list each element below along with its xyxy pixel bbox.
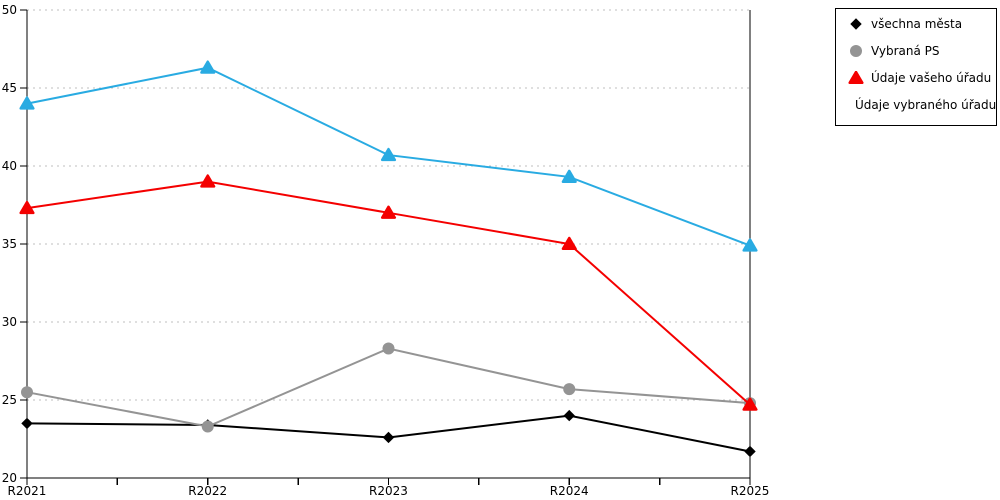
- series-line-1: [26, 347, 751, 428]
- y-tick-label: 20: [2, 471, 17, 485]
- x-tick-label: R2024: [550, 484, 589, 498]
- series-0: [21, 409, 756, 458]
- circle-marker-1-0: [21, 386, 33, 399]
- y-tick-label: 45: [2, 81, 17, 95]
- legend-item-1: Vybraná PS: [848, 37, 996, 64]
- triangle-marker-2-3: [561, 236, 577, 251]
- y-tick-label: 35: [2, 237, 17, 251]
- series-2: [19, 174, 758, 411]
- triangle-legend-icon: [848, 70, 864, 84]
- triangle-marker-3-3: [561, 169, 577, 183]
- triangle-marker-3-4: [742, 238, 758, 252]
- y-tick-label: 40: [2, 159, 17, 173]
- legend-box: všechna města Vybraná PS Údaje vašeho úřad…: [835, 8, 997, 126]
- legend-label: Údaje vybraného úřadu: [855, 97, 997, 112]
- circle-marker-1-2: [382, 342, 395, 355]
- triangle-marker-3-2: [380, 147, 397, 162]
- legend-item-2: Údaje vašeho úřadu: [848, 64, 996, 91]
- legend-label: Vybraná PS: [871, 43, 940, 58]
- triangle-marker-2-1: [200, 174, 216, 188]
- series-1: [21, 342, 756, 433]
- triangle-marker-2-4: [742, 397, 758, 411]
- diamond-marker-0-4: [744, 445, 756, 458]
- diamond-marker-legend-0: [850, 17, 862, 30]
- triangle-marker-3-1: [200, 60, 216, 74]
- legend-item-0: všechna města: [848, 10, 996, 37]
- y-tick-label: 25: [2, 393, 17, 407]
- legend-label: Údaje vašeho úřadu: [871, 70, 992, 85]
- triangle-marker-3-0: [19, 96, 35, 110]
- circle-marker-1-1: [201, 420, 214, 433]
- triangle-marker-legend-2: [848, 70, 864, 84]
- triangle-marker-2-2: [380, 205, 397, 219]
- x-tick-label: R2023: [369, 484, 408, 498]
- y-tick-label: 30: [2, 315, 17, 329]
- diamond-marker-0-3: [563, 409, 575, 422]
- circle-legend-icon: [850, 44, 862, 57]
- diamond-marker-0-0: [21, 417, 33, 430]
- y-tick-label: 50: [2, 3, 17, 17]
- diamond-marker-0-2: [382, 431, 395, 444]
- circle-marker-legend-1: [850, 44, 862, 57]
- circle-marker-1-3: [563, 383, 576, 396]
- x-tick-label: R2022: [188, 484, 227, 498]
- x-tick-label: R2025: [731, 484, 770, 498]
- triangle-marker-2-0: [19, 200, 35, 215]
- legend-item-3: Údaje vybraného úřadu: [848, 91, 996, 118]
- x-tick-label: R2021: [8, 484, 47, 498]
- legend-label: všechna města: [871, 16, 963, 31]
- series-3: [19, 60, 758, 252]
- diamond-legend-icon: [850, 17, 862, 30]
